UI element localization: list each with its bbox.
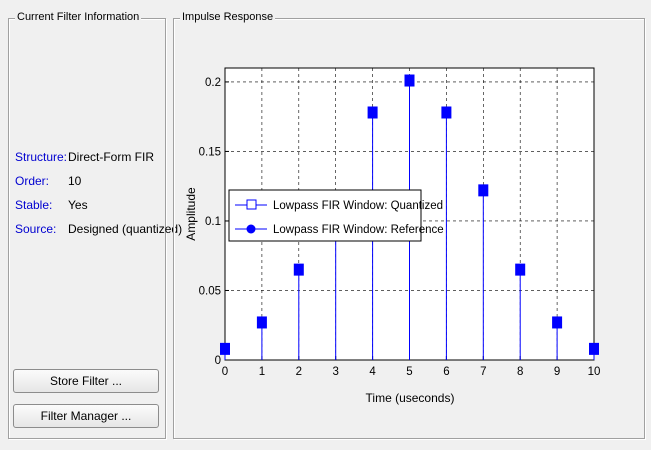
quantized-point-4	[367, 106, 378, 119]
source-value: Designed (quantized)	[68, 222, 183, 236]
y-axis-label: Amplitude	[184, 187, 198, 241]
xtick-label-5: 5	[406, 366, 412, 378]
stable-value: Yes	[68, 198, 88, 212]
impulse-response-plot: 0 1 2 3 4 5 6 7 8 9 10 0 0.05 0.1 0.15 0.2 Amplitude Ti…	[184, 67, 601, 405]
ytick-label-4: 0.2	[205, 77, 221, 89]
quantized-point-9	[552, 316, 563, 329]
xtick-label-3: 3	[332, 366, 338, 378]
legend-text-quantized: Lowpass FIR Window: Quantized	[273, 200, 443, 212]
xtick-label-2: 2	[296, 366, 302, 378]
info-row-source: Source: Designed (quantized)	[15, 222, 182, 236]
legend-marker-square	[246, 199, 257, 210]
quantized-point-0	[220, 342, 230, 355]
info-row-stable: Stable: Yes	[15, 198, 88, 212]
legend-marker-circle	[246, 224, 256, 234]
store-filter-button[interactable]: Store Filter ...	[13, 369, 159, 393]
xtick-label-1: 1	[259, 366, 265, 378]
legend-text-reference: Lowpass FIR Window: Reference	[273, 224, 444, 236]
stable-label: Stable:	[15, 198, 53, 212]
xtick-label-0: 0	[222, 366, 228, 378]
info-row-order: Order: 10	[15, 174, 81, 188]
current-filter-info-title: Current Filter Information	[15, 11, 142, 23]
impulse-response-panel: Impulse Response 0 1 2 3 4 5 6 7 8 9 10 0 0.05 0.1 0.1…	[173, 11, 645, 439]
current-filter-info-panel: Current Filter Information Structure:Dir…	[8, 11, 182, 439]
filter-manager-button[interactable]: Filter Manager ...	[13, 404, 159, 428]
quantized-point-1	[256, 316, 267, 329]
info-row-structure: Structure:Direct-Form FIR	[15, 150, 154, 164]
xtick-label-7: 7	[480, 366, 486, 378]
xtick-label-8: 8	[517, 366, 523, 378]
source-label: Source:	[15, 222, 57, 236]
ytick-label-2: 0.1	[205, 216, 221, 228]
quantized-point-5	[404, 74, 415, 87]
plot-legend[interactable]: Lowpass FIR Window: Quantized Lowpass FI…	[228, 189, 444, 242]
order-label: Order:	[15, 174, 50, 188]
xtick-label-4: 4	[369, 366, 376, 378]
structure-value: Direct-Form FIR	[68, 150, 154, 164]
xtick-label-6: 6	[443, 366, 449, 378]
structure-label: Structure:	[15, 150, 68, 164]
x-axis-label: Time (useconds)	[366, 391, 455, 405]
quantized-point-2	[293, 263, 304, 276]
order-value: 10	[68, 174, 82, 188]
xtick-label-10: 10	[588, 366, 601, 378]
legend-box	[228, 189, 422, 242]
quantized-point-7	[478, 184, 489, 197]
ytick-label-3: 0.15	[199, 146, 221, 158]
quantized-point-10	[589, 342, 599, 355]
impulse-response-title: Impulse Response	[180, 11, 276, 23]
xtick-label-9: 9	[554, 366, 560, 378]
quantized-point-8	[515, 263, 526, 276]
quantized-point-6	[441, 106, 452, 119]
tick-labels: 0 1 2 3 4 5 6 7 8 9 10 0 0.05 0.1 0.15 0.2	[199, 77, 601, 378]
ytick-label-1: 0.05	[199, 285, 221, 297]
ytick-label-0: 0	[215, 355, 221, 367]
